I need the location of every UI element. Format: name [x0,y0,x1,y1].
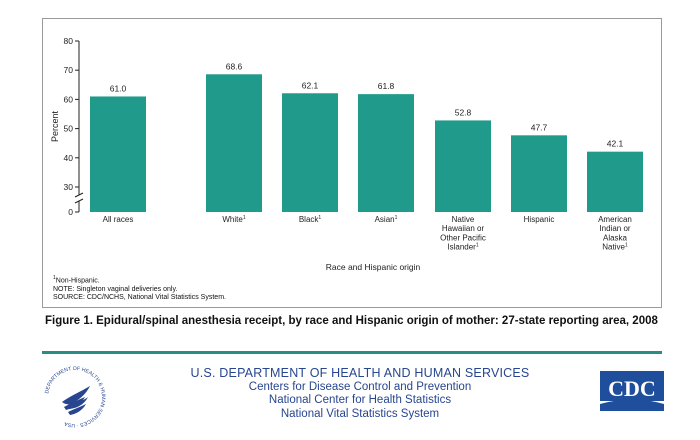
y-axis-label: Percent [50,110,60,142]
x-tick-label: American [598,215,632,224]
bar-value-label: 68.6 [226,61,243,71]
bar [587,151,643,212]
figure-caption: Figure 1. Epidural/spinal anesthesia rec… [45,315,658,327]
y-tick-label: 80 [64,36,74,46]
department-name: U.S. DEPARTMENT OF HEALTH AND HUMAN SERV… [190,366,530,380]
bar-value-label: 61.8 [378,81,395,91]
y-tick-label: 40 [64,153,74,163]
x-tick-label: Native1 [602,243,628,252]
y-tick-label: 30 [64,182,74,192]
agency-line-nchs: National Center for Health Statistics [268,394,452,406]
footnote: 1Non-Hispanic. [53,275,100,285]
bar-value-label: 61.0 [110,83,127,93]
bar-value-label: 47.7 [531,122,548,132]
footer-divider [42,351,662,354]
bar [282,93,338,212]
hhs-seal-logo: DEPARTMENT OF HEALTH & HUMAN SERVICES · … [44,366,106,428]
agency-line-cdc: Centers for Disease Control and Preventi… [248,380,472,393]
x-tick-label: Hawaiian or [442,224,485,233]
x-tick-label: Asian1 [375,215,398,224]
bar [206,74,262,212]
source-text: SOURCE: CDC/NCHS, National Vital Statist… [53,294,226,302]
bar [511,135,567,212]
x-tick-label: White1 [222,215,245,224]
bar [358,94,414,212]
y-tick-label: 70 [64,65,74,75]
cdc-logo-text: CDC [608,376,656,401]
bar-chart: 0 30 40 50 60 70 80 Percent 61.0 All races 68.6 Whi… [50,36,643,272]
cdc-logo: CDC [600,371,664,411]
bar-value-label: 62.1 [302,80,319,90]
y-tick-label: 50 [64,124,74,134]
agency-line-nvss: National Vital Statistics System [280,407,440,420]
axis-break-mark [74,192,84,204]
x-tick-label: Black1 [299,215,322,224]
chart-panel: 0 30 40 50 60 70 80 Percent 61.0 All races 68.6 Whi… [42,18,662,308]
x-tick-label: All races [103,215,134,224]
agency-block: U.S. DEPARTMENT OF HEALTH AND HUMAN SERV… [160,366,560,421]
note-text: NOTE: Singleton vaginal deliveries only. [53,285,178,293]
x-tick-label: Alaska [603,233,628,242]
x-tick-label: Hispanic [524,215,555,224]
bar-value-label: 52.8 [455,107,472,117]
x-tick-label: Other Pacific [440,233,486,242]
bar-value-label: 42.1 [607,139,624,149]
x-tick-label: Indian or [599,224,630,233]
chart-notes: 1Non-Hispanic. NOTE: Singleton vaginal d… [53,274,226,303]
x-tick-label: Islander1 [447,243,478,252]
x-axis-label: Race and Hispanic origin [326,262,421,272]
bar [90,96,146,212]
y-tick-label: 60 [64,94,74,104]
bar [435,120,491,212]
x-tick-label: Native [452,215,475,224]
y-tick-label: 0 [68,207,73,217]
